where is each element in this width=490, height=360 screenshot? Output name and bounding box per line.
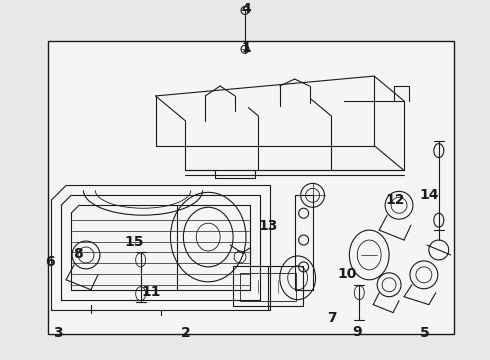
Text: 9: 9: [352, 325, 362, 339]
Bar: [48, 41, 454, 334]
Text: 15: 15: [125, 235, 145, 249]
Text: 11: 11: [142, 285, 161, 299]
Text: 12: 12: [385, 193, 405, 207]
Text: 2: 2: [180, 327, 190, 341]
Text: 3: 3: [53, 327, 63, 341]
Text: 8: 8: [73, 247, 83, 261]
Bar: [240, 273, 295, 301]
Text: 10: 10: [338, 267, 357, 281]
Text: 5: 5: [420, 327, 430, 341]
Text: 1: 1: [241, 41, 251, 55]
Text: 4: 4: [241, 3, 251, 17]
Bar: [233, 266, 303, 306]
Text: 14: 14: [419, 188, 439, 202]
Text: 7: 7: [327, 311, 336, 325]
Text: 13: 13: [258, 219, 277, 233]
Text: 6: 6: [46, 255, 55, 269]
